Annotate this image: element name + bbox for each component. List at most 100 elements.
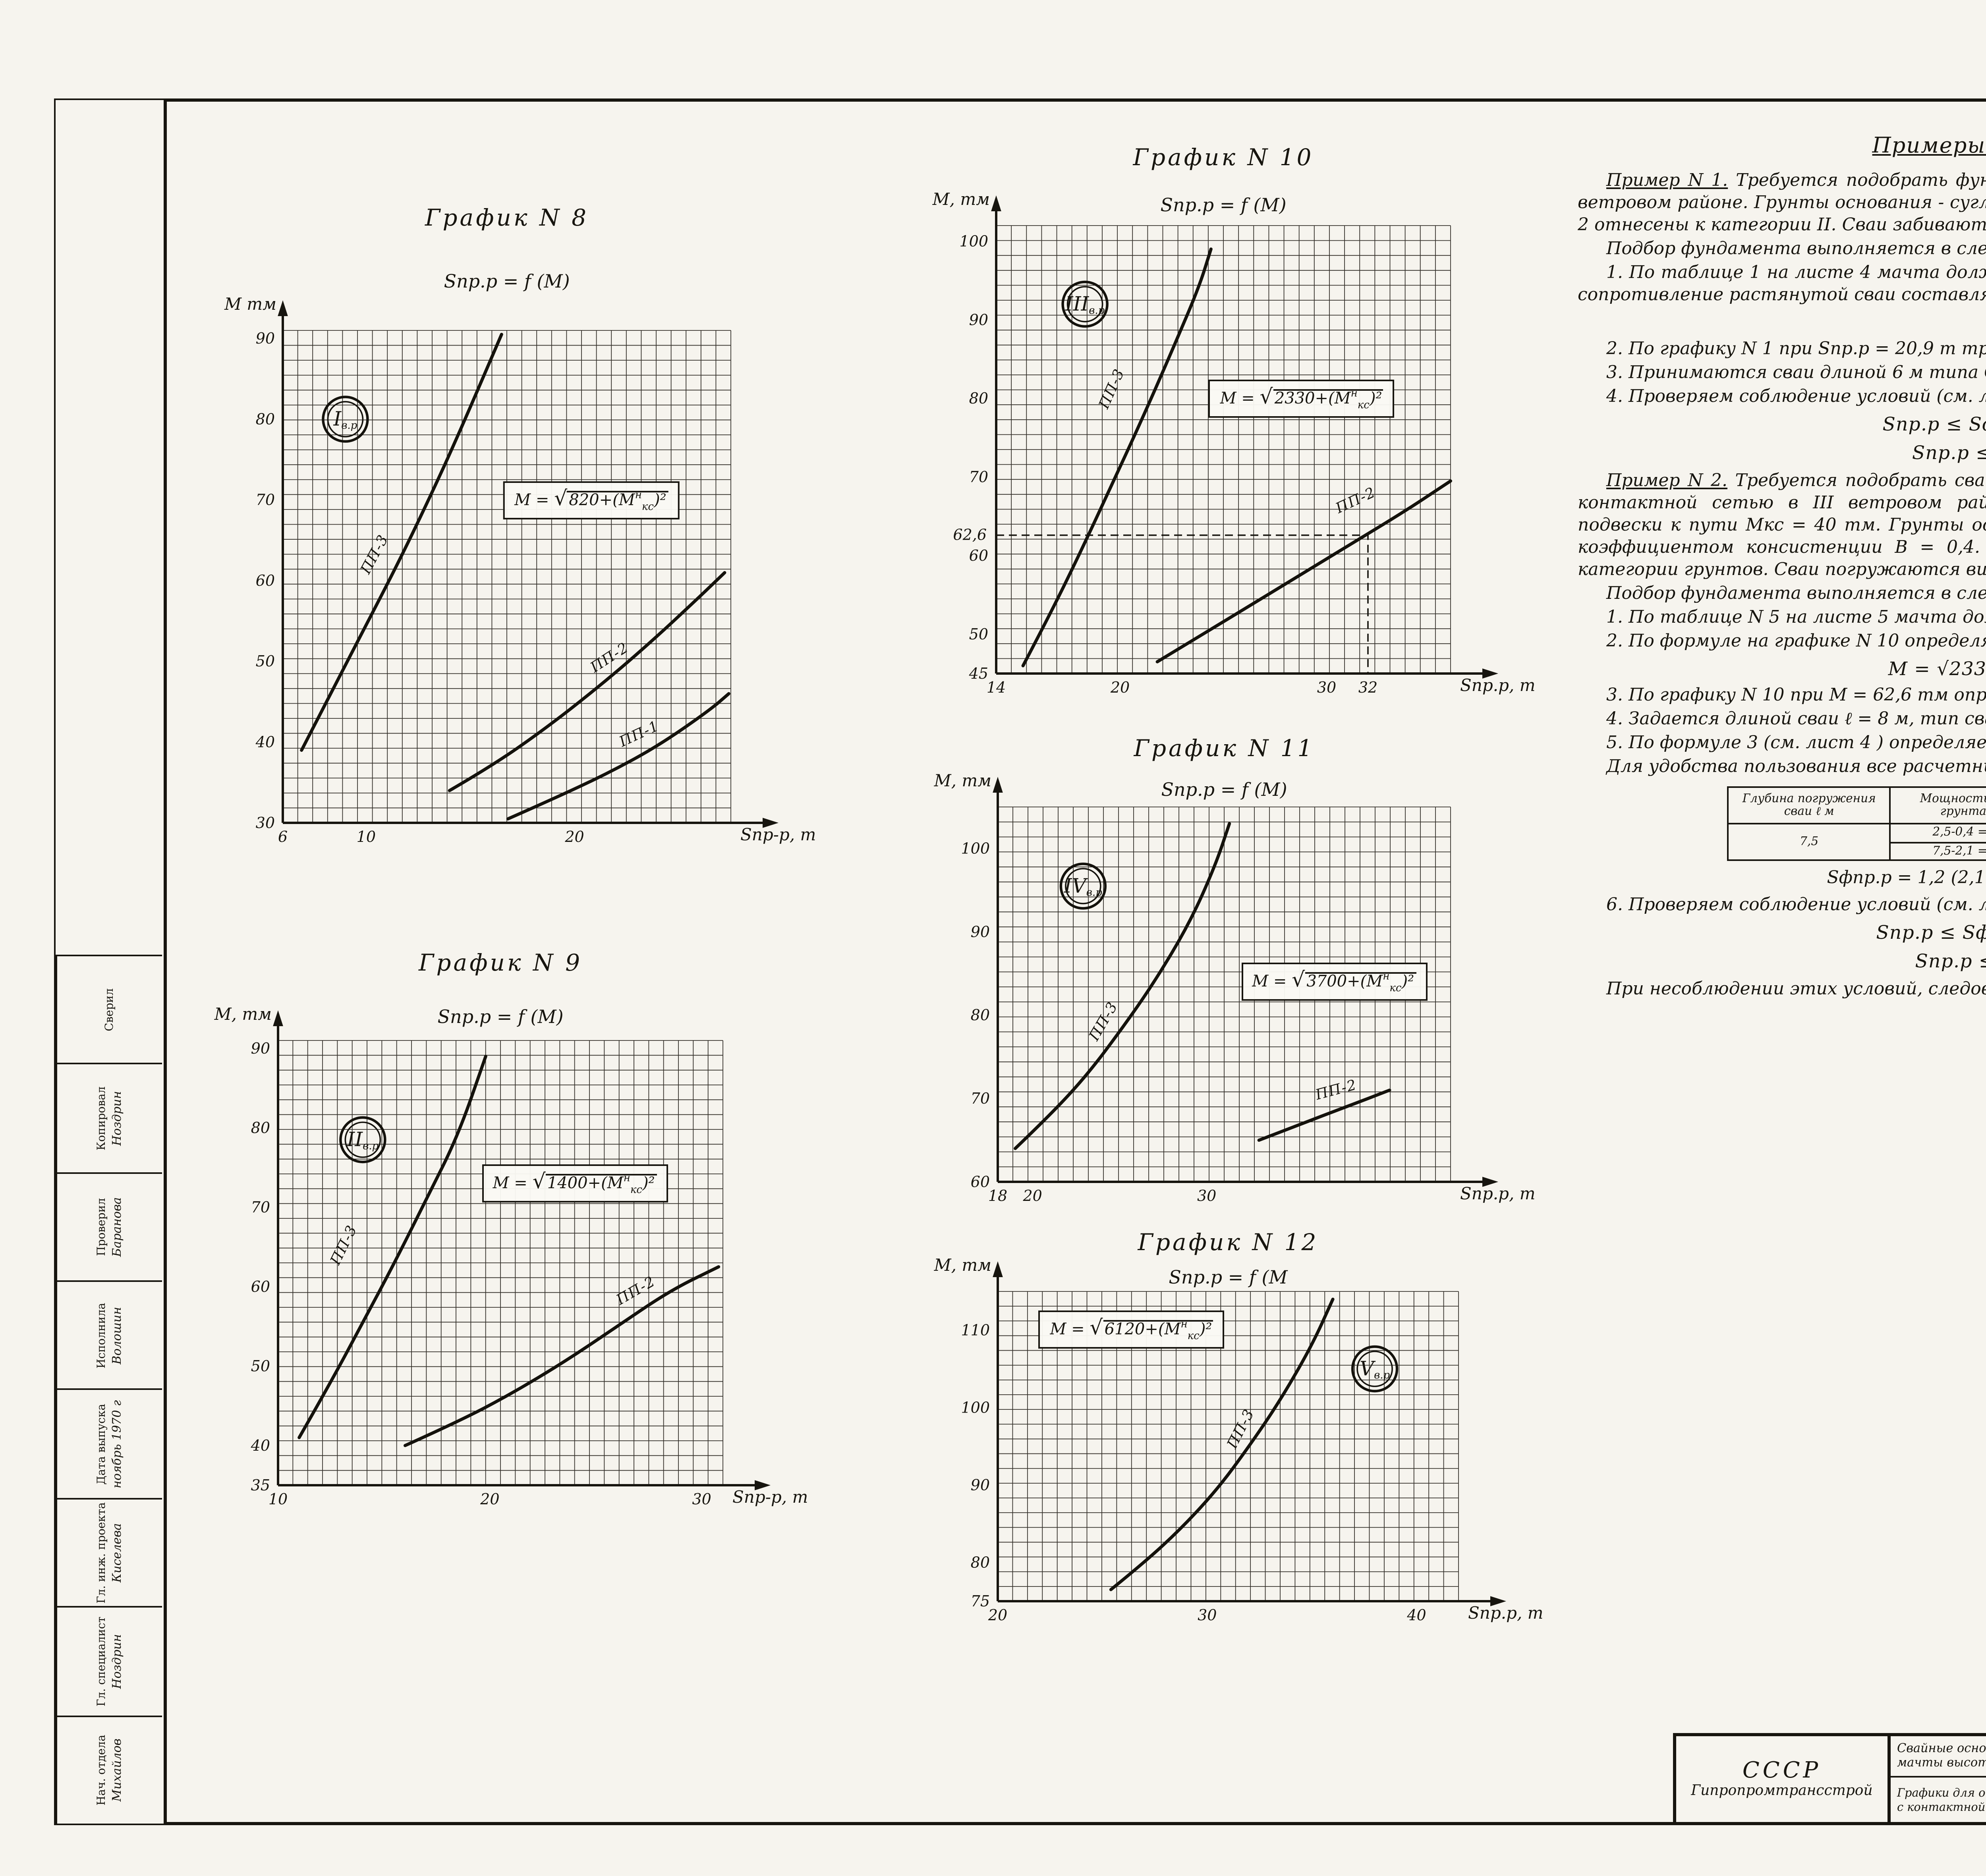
annotation-guide — [996, 534, 1369, 674]
examples-heading: Примеры подбора фундаментов — [1872, 133, 1986, 159]
grid — [996, 225, 1451, 674]
stamp-role-label: Сверил — [102, 988, 115, 1031]
axes — [282, 310, 769, 824]
title-block: СССР Гипропромтрансстрой Свайные основан… — [1673, 1733, 1986, 1825]
y-tick-label: 30 — [256, 814, 275, 832]
y-axis-label: М, тм — [934, 772, 991, 791]
example-formula: Sфпр.р = 1,2 (2,1×4,0×1,1 + 5,4×4,05×0,8… — [1827, 868, 1986, 889]
examples-column: Примеры подбора фундаментов Пример N 1. Т… — [1578, 133, 1986, 1003]
moment-formula-box: M = √ 2330+(Мнкс)² — [1209, 379, 1395, 418]
curve-ПП-1 — [506, 692, 730, 820]
y-tick-label: 50 — [251, 1357, 270, 1375]
stamp-cell: Дата выпуска ноябрь 1970 г — [57, 1389, 162, 1498]
x-axis-label: Sпр-р, т — [740, 826, 816, 845]
y-axis-label: М, тм — [934, 1256, 991, 1276]
example-paragraph: Подбор фундамента выполняется в следующе… — [1606, 238, 1986, 259]
y-axis-arrow — [993, 1261, 1003, 1277]
calc-table-header: Глубина погружения сваи ℓ м — [1727, 787, 1891, 825]
y-tick-label: 90 — [256, 330, 275, 347]
x-tick-label: 30 — [1197, 1187, 1216, 1204]
y-tick-label: 110 — [961, 1321, 990, 1339]
wind-region-badge-circle — [322, 396, 369, 443]
chart-grafik-n10: 14 20 30 32 45 50 60 70 80 90 100 62,6 ПП-3 ПП-2 IIIв.… — [933, 124, 1662, 724]
chart-canvas: 20 30 40 75 80 90 100 110 ПП-3 Vв.р — [961, 1261, 1506, 1624]
example-formula: М = √2330+40² = √3930 = 62,6 тм — [1888, 657, 1986, 679]
y-tick-label: 70 — [251, 1199, 270, 1216]
stamp-role-label: Проверил — [95, 1198, 108, 1256]
y-tick-label: 80 — [969, 390, 988, 407]
x-tick-label: 6 — [278, 828, 288, 845]
y-tick-label: 50 — [969, 625, 988, 643]
stamp-name: Баранова — [110, 1197, 124, 1257]
y-tick-label: 50 — [256, 652, 275, 670]
stamp-name: Волошин — [110, 1307, 124, 1365]
curve-ПП-2 — [448, 571, 726, 792]
example-paragraph: 5. По формуле 3 (см. лист 4 ) определяет… — [1606, 733, 1986, 754]
org-name: Гипропромтрансстрой — [1691, 1784, 1873, 1800]
wind-region-badge-circle — [1059, 863, 1107, 910]
y-tick-label: 90 — [971, 1476, 990, 1494]
example-paragraph: 4. Задается длиной сваи ℓ = 8 м, тип сва… — [1606, 709, 1986, 730]
y-tick-label: 70 — [256, 491, 275, 509]
org-country: СССР — [1742, 1758, 1822, 1784]
wind-region-badge-inner-circle — [1065, 868, 1101, 905]
y-tick-label: 40 — [255, 733, 275, 751]
calc-table-cell: 2,5-0,4 = 2,1 — [1889, 823, 1986, 843]
example-paragraph: 6. Проверяем соблюдение условий (см. лис… — [1606, 895, 1986, 916]
y-tick-label: 80 — [251, 1119, 270, 1137]
y-tick-label: 75 — [971, 1592, 990, 1610]
x-axis-label: Sпр-р, т — [732, 1488, 808, 1507]
stamp-role-label: Копировал — [95, 1086, 108, 1150]
x-axis-arrow — [755, 1480, 771, 1490]
example-paragraph: 1. По таблице N 5 на листе 5 мачта должн… — [1606, 606, 1986, 627]
x-tick-label: 20 — [564, 828, 584, 845]
y-tick-label: 90 — [251, 1040, 270, 1057]
stamp-role-label: Гл. инж. проекта — [95, 1502, 108, 1604]
title-block-org: СССР Гипропромтрансстрой — [1676, 1736, 1891, 1822]
curve-ПП-3 — [300, 333, 503, 752]
example-paragraph: 3. По графику N 10 при М = 62,6 тм опред… — [1606, 685, 1986, 706]
y-axis-label: М тм — [224, 295, 276, 315]
y-tick-label: 60 — [969, 547, 988, 564]
curve-label: ПП-2 — [1314, 1077, 1359, 1103]
wind-region-badge-inner-circle — [1066, 286, 1103, 322]
wind-region-badge-circle — [339, 1116, 386, 1164]
moment-formula-box: M = √ 820+(Мнкс)² — [503, 481, 679, 519]
x-tick-label: 32 — [1358, 679, 1377, 696]
curve-ПП-3 — [1109, 1297, 1335, 1591]
example-paragraph: 2. По формуле на графике N 10 определяет… — [1606, 630, 1986, 651]
curve-label: ПП-3 — [1224, 1406, 1258, 1451]
chart-grafik-n8: 6 10 20 30 40 50 60 70 80 90 ПП-3 ПП-2 ПП-1 Iв.р Графи… — [172, 140, 864, 905]
x-tick-label: 30 — [1198, 1606, 1217, 1624]
calc-table-cell: 7,5-2,1 = 5,4 — [1889, 841, 1986, 862]
moment-formula-box: M = √ 1400+(Мнкс)² — [481, 1164, 668, 1202]
example-formula: Sпр.р ≤ S ; 32,0 < 34 т ② — [1915, 950, 1986, 973]
calc-table-header: Мощность слоя грунта М — [1889, 787, 1986, 825]
stamp-name: ноябрь 1970 г — [110, 1400, 124, 1488]
example-paragraph: Пример N 1. Требуется подобрать фундамен… — [1578, 170, 1986, 235]
stamp-cell: Исполнила Волошин — [57, 1280, 162, 1389]
y-tick-label: 45 — [969, 665, 988, 682]
y-tick-label: 90 — [969, 311, 988, 328]
doc-title-top: Свайные основания под металлические прож… — [1891, 1736, 1986, 1778]
axes — [997, 1271, 1497, 1602]
chart-grafik-n12: 20 30 40 75 80 90 100 110 ПП-3 Vв.р График N 12 Sпр… — [934, 1215, 1686, 1700]
x-axis-label: Sпр.р, т — [1460, 677, 1536, 696]
title-block-titles: Свайные основания под металлические прож… — [1891, 1736, 1986, 1822]
y-tick-label: 80 — [971, 1554, 990, 1571]
stamp-cell: Гл. инж. проекта Киселева — [57, 1498, 162, 1606]
y-axis-arrow — [278, 300, 288, 316]
stamp-cell: Гл. специалист Ноздрин — [57, 1606, 162, 1715]
left-stamp-column: Нач. отдела Михайлов Гл. специалист Ноздрин… — [56, 955, 162, 1824]
stamp-name: Ноздрин — [110, 1634, 124, 1689]
wind-region-badge-circle — [1061, 280, 1109, 328]
x-tick-label: 20 — [480, 1490, 499, 1508]
example-paragraph: Пример N 2. Требуется подобрать свайный … — [1578, 470, 1986, 579]
curve-ПП-2 — [1257, 1089, 1391, 1142]
curve-label: ПП-2 — [1333, 484, 1378, 517]
curve-label: ПП-2 — [587, 639, 632, 676]
